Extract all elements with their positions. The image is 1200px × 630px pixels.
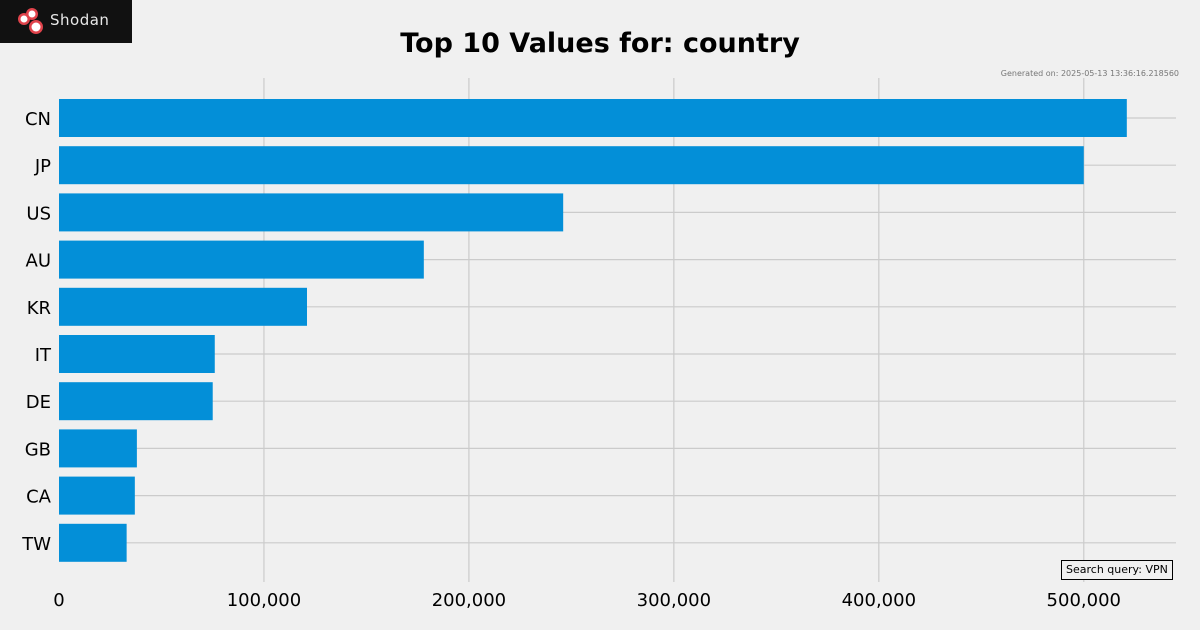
shodan-logo: Shodan [0,0,132,43]
bar-au [59,240,424,279]
bar-cn [59,99,1127,137]
bar-ca [59,476,135,515]
y-tick-label: JP [34,156,51,177]
y-tick-label: US [26,203,51,224]
y-tick-label: GB [25,439,51,460]
bar-gb [59,429,137,468]
y-tick-label: IT [35,345,52,366]
bars [59,99,1127,562]
bar-de [59,382,213,421]
x-tick-label: 400,000 [842,590,916,611]
y-tick-label: TW [21,534,51,555]
bar-tw [59,523,127,562]
y-tick-label: KR [27,298,51,319]
y-tick-label: CA [26,487,52,508]
bar-it [59,335,215,373]
search-query-label: Search query: VPN [1061,560,1173,580]
bar-jp [59,146,1084,185]
x-tick-label: 100,000 [227,590,301,611]
y-tick-label: CN [25,109,51,130]
bar-us [59,193,564,232]
shodan-logo-icon [18,8,43,34]
chart-title: Top 10 Values for: country [400,28,800,59]
y-tick-label: AU [26,251,52,272]
y-tick-label: DE [26,392,51,413]
x-tick-label: 200,000 [432,590,506,611]
x-tick-label: 300,000 [637,590,711,611]
x-tick-label: 0 [53,590,64,611]
brand-name: Shodan [50,11,110,29]
x-tick-label: 500,000 [1047,590,1121,611]
generated-timestamp: Generated on: 2025-05-13 13:36:16.218560 [1000,69,1179,78]
axis-labels: 0 100,000 200,000 300,000 400,000 500,000 CN JP… [21,109,1121,611]
bar-kr [59,287,307,326]
